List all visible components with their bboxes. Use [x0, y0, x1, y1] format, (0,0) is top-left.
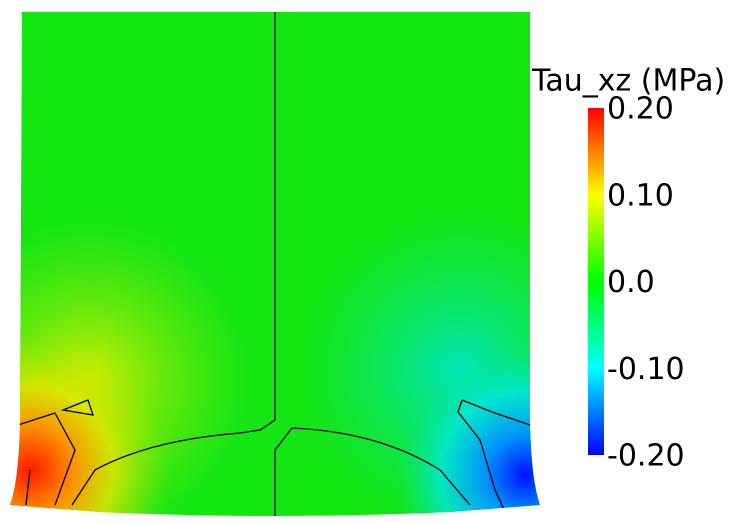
colorbar-tick-label: -0.20: [607, 439, 685, 474]
colorbar-tick-label: 0.10: [607, 178, 674, 213]
colorbar-tick-label: -0.10: [607, 352, 685, 387]
colorbar-tick-label: 0.0: [607, 265, 655, 300]
contour-lines: [17, 12, 531, 516]
colorbar-title: Tau_xz (MPa): [531, 64, 725, 99]
colorbar: [588, 108, 604, 455]
stress-field: [10, 12, 540, 516]
colorbar-tick-label: 0.20: [607, 92, 674, 127]
